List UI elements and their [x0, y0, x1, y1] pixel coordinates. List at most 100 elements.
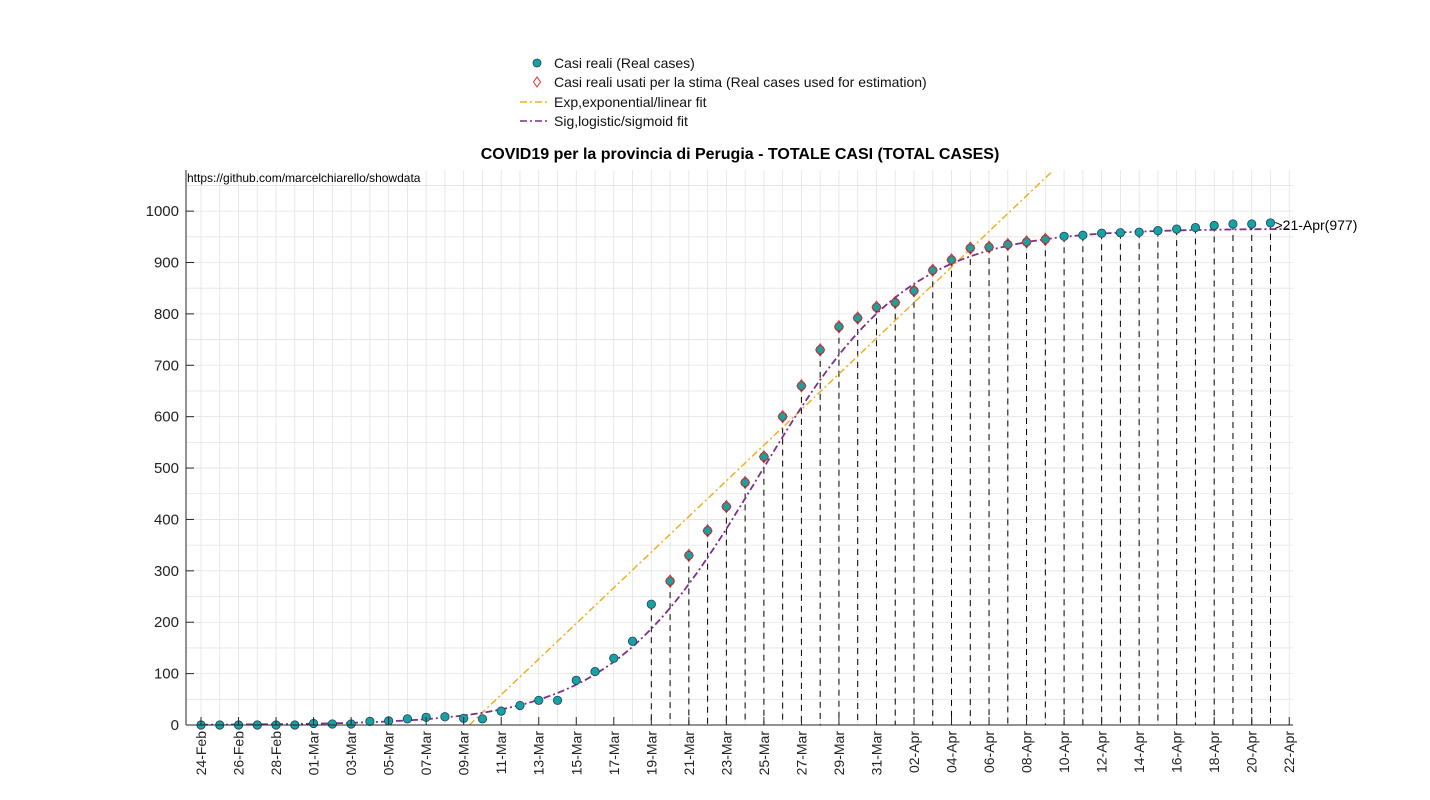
x-tick-label: 07-Mar [418, 731, 434, 776]
real-case-point [759, 452, 769, 462]
x-tick-label: 05-Mar [381, 731, 397, 776]
x-tick-label: 14-Apr [1131, 731, 1147, 773]
real-case-point [496, 706, 506, 716]
real-case-point [365, 716, 375, 727]
y-tick-label: 300 [154, 563, 179, 580]
real-case-point [646, 599, 656, 609]
x-tick-label: 28-Feb [268, 731, 284, 776]
x-tick-label: 06-Apr [981, 731, 997, 773]
real-case-point [909, 286, 919, 296]
real-case-point [984, 242, 994, 252]
estimation-point [702, 523, 713, 538]
estimation-point [983, 240, 995, 254]
real-case-point [402, 714, 412, 724]
axes [185, 170, 1293, 726]
real-case-point [1115, 228, 1125, 238]
legend-marker-estimation-cases [532, 76, 542, 88]
real-case-point [1003, 239, 1013, 250]
x-tick-label: 27-Mar [793, 731, 809, 776]
y-tick-label: 200 [154, 614, 179, 631]
estimation-point [946, 253, 957, 267]
y-tick-label: 800 [154, 306, 179, 323]
data-points [196, 218, 1276, 730]
real-case-point [1228, 219, 1238, 229]
estimation-point [927, 263, 938, 278]
grid [186, 170, 1293, 726]
real-case-point [609, 653, 619, 663]
real-case-point [890, 297, 900, 308]
fit-lines [201, 172, 1290, 726]
estimation-point [758, 449, 770, 464]
y-tick-label: 1000 [146, 203, 179, 220]
real-case-point [590, 666, 600, 677]
source-url: https://github.com/marcelchiarello/showd… [187, 171, 421, 185]
estimation-point [1040, 232, 1051, 247]
legend: Casi reali (Real cases) Casi reali usati… [520, 55, 927, 129]
estimation-point [890, 295, 901, 310]
x-tick-label: 02-Apr [906, 731, 922, 773]
legend-entry-estimation-cases: Casi reali usati per la stima (Real case… [532, 74, 927, 90]
x-tick-label: 03-Mar [343, 731, 359, 776]
real-case-point [1172, 224, 1182, 234]
x-tick-label: 01-Mar [306, 731, 322, 776]
real-case-point [853, 313, 863, 323]
real-case-point [1040, 234, 1050, 244]
exp-fit-line [468, 172, 1052, 726]
x-tick-label: 21-Mar [681, 731, 697, 776]
real-case-point [477, 714, 488, 724]
x-tick-label: 10-Apr [1056, 731, 1072, 773]
x-tick-label: 19-Mar [643, 731, 659, 776]
drop-lines [650, 222, 1271, 725]
x-tick-label: 17-Mar [606, 731, 622, 776]
legend-entry-sig-fit: Sig,logistic/sigmoid fit [520, 113, 688, 129]
estimation-point [833, 319, 845, 334]
y-tick-label: 700 [154, 357, 179, 374]
real-case-point [440, 712, 450, 722]
real-case-point [1209, 220, 1219, 231]
x-tick-label: 16-Apr [1169, 731, 1185, 773]
estimation-point [796, 378, 807, 393]
real-case-point [665, 576, 675, 586]
real-case-point [1153, 226, 1163, 236]
real-case-point [515, 700, 525, 711]
x-tick-label: 09-Mar [456, 731, 472, 776]
real-case-point [534, 695, 544, 705]
estimation-point [740, 475, 751, 490]
x-tick-label: 25-Mar [756, 731, 772, 776]
legend-marker-real-cases [532, 58, 542, 68]
estimation-point [1002, 237, 1013, 252]
real-case-point [1134, 227, 1144, 237]
real-case-point [721, 501, 731, 512]
estimation-point [815, 343, 826, 357]
x-tick-label: 31-Mar [868, 731, 884, 776]
x-tick-label: 12-Apr [1094, 731, 1110, 773]
real-case-point [778, 412, 788, 422]
real-case-point [552, 695, 563, 705]
legend-label-exp-fit: Exp,exponential/linear fit [554, 94, 707, 110]
y-tick-label: 400 [154, 511, 179, 528]
x-tick-label: 08-Apr [1019, 731, 1035, 773]
legend-label-real-cases: Casi reali (Real cases) [554, 55, 695, 71]
estimation-point [965, 241, 976, 255]
real-case-point [571, 675, 581, 685]
real-case-point [796, 381, 807, 391]
real-case-point [965, 243, 975, 253]
estimation-point [664, 574, 676, 588]
x-tick-label: 22-Apr [1281, 731, 1297, 773]
real-case-point [1190, 222, 1201, 233]
x-tick-label: 04-Apr [944, 731, 960, 773]
x-axis-ticks: 24-Feb 26-Feb 28-Feb 01-Mar 03-Mar 05-Mar 07-M… [193, 717, 1297, 775]
x-tick-label: 11-Mar [493, 731, 509, 775]
y-tick-label: 900 [154, 255, 179, 272]
x-tick-label: 26-Feb [231, 731, 247, 776]
real-case-point [1059, 231, 1069, 241]
y-tick-label: 100 [154, 666, 179, 683]
real-case-point [1021, 237, 1032, 247]
real-case-point [703, 526, 713, 536]
estimation-point [852, 311, 863, 325]
y-tick-label: 500 [154, 460, 179, 477]
real-case-point [871, 302, 882, 312]
x-tick-label: 15-Mar [568, 731, 584, 776]
real-case-point [1265, 218, 1276, 228]
y-tick-label: 0 [171, 717, 179, 734]
